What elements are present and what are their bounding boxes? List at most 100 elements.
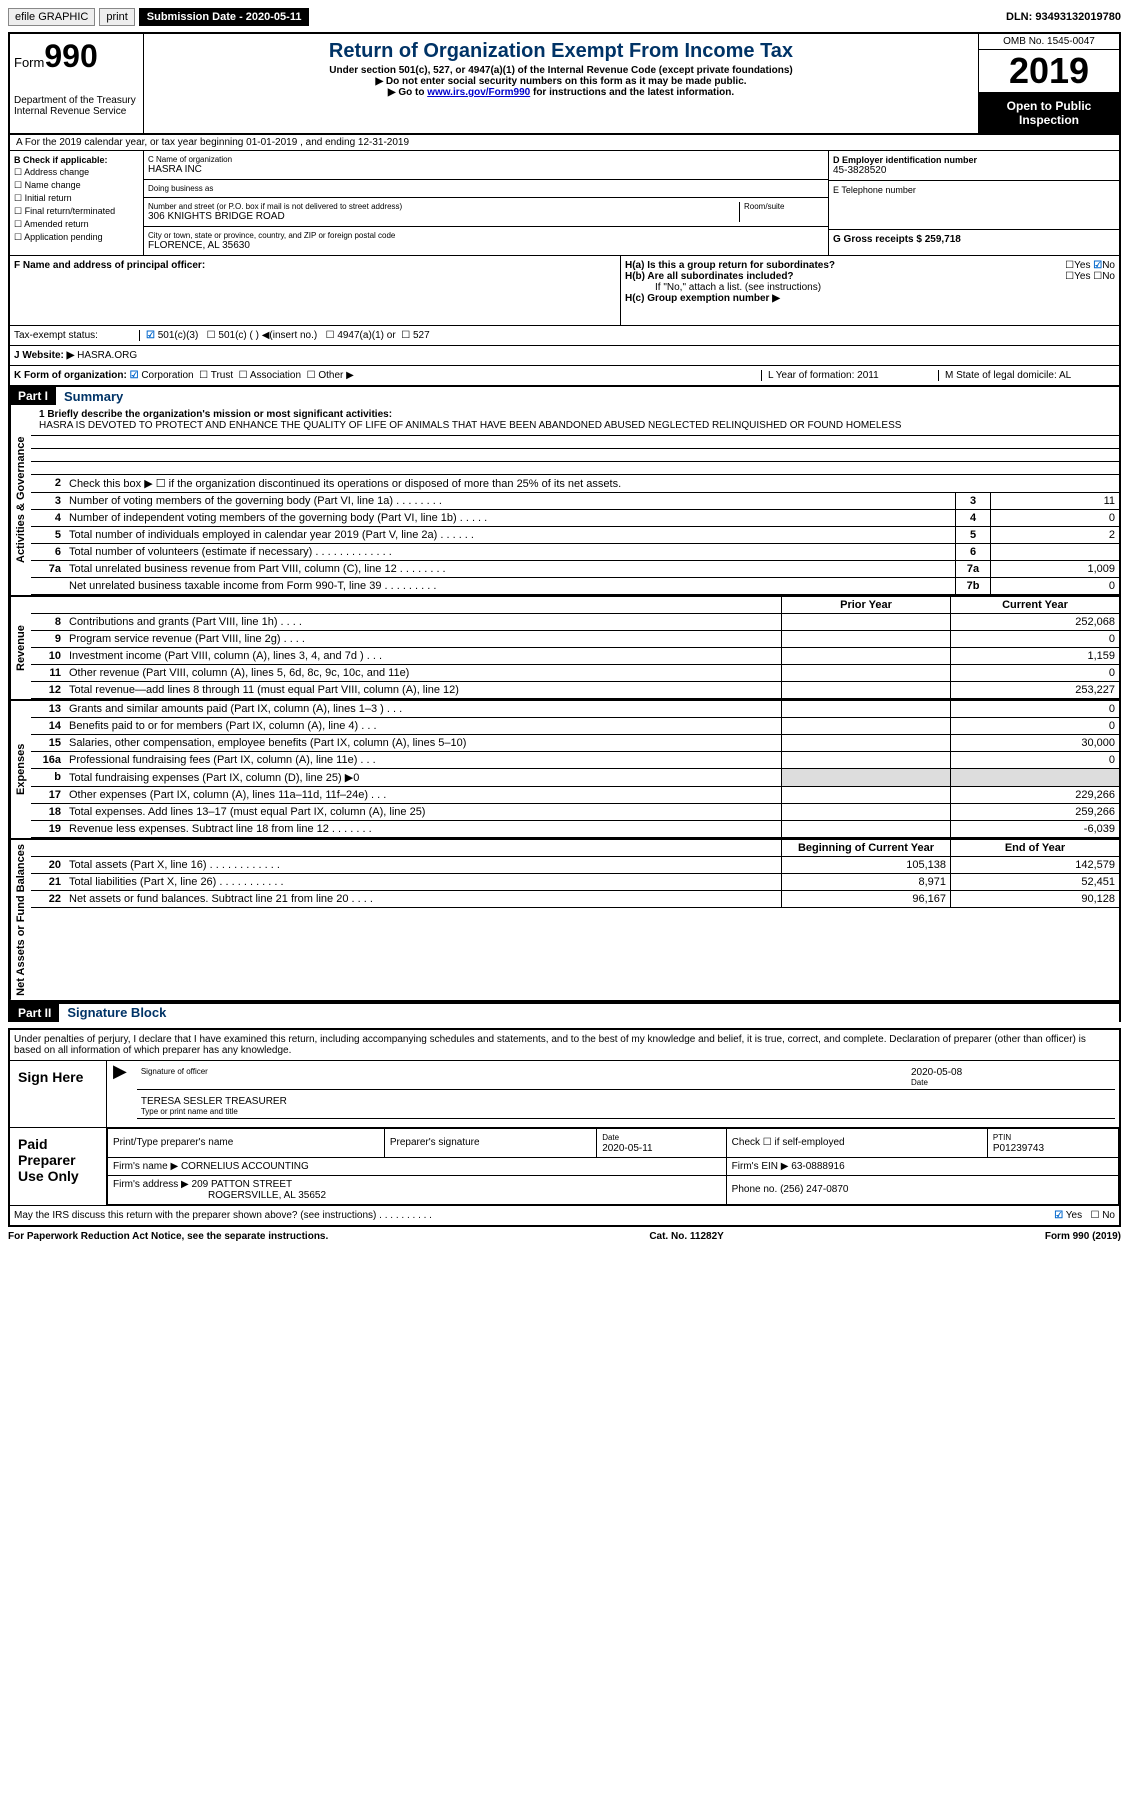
submission-date: Submission Date - 2020-05-11 (139, 8, 310, 26)
check-address-change[interactable]: ☐ Address change (14, 167, 139, 178)
omb-number: OMB No. 1545-0047 (979, 34, 1119, 50)
line-a: A For the 2019 calendar year, or tax yea… (10, 135, 1119, 151)
efile-label: efile GRAPHIC (8, 8, 95, 26)
activities-section: Activities & Governance 1 Briefly descri… (8, 405, 1121, 597)
line1-label: 1 Briefly describe the organization's mi… (39, 409, 392, 420)
part-1-summary: Part I Summary (8, 387, 1121, 405)
table-row: 5Total number of individuals employed in… (31, 527, 1119, 544)
org-name: HASRA INC (148, 164, 824, 175)
section-c: C Name of organization HASRA INC Doing b… (144, 151, 828, 255)
mission-text: HASRA IS DEVOTED TO PROTECT AND ENHANCE … (39, 420, 1111, 431)
side-activities: Activities & Governance (10, 405, 31, 595)
table-row: 3Number of voting members of the governi… (31, 493, 1119, 510)
arrow-icon: ▶ (107, 1061, 133, 1127)
check-initial-return[interactable]: ☐ Initial return (14, 193, 139, 204)
city-label: City or town, state or province, country… (148, 231, 824, 240)
tax-year: 2019 (979, 50, 1119, 93)
website-label: J Website: ▶ (14, 350, 74, 361)
check-name-change[interactable]: ☐ Name change (14, 180, 139, 191)
sign-here-label: Sign Here (10, 1061, 107, 1127)
print-button[interactable]: print (99, 8, 134, 26)
line-2: Check this box ▶ ☐ if the organization d… (65, 475, 1119, 492)
table-row: 7aTotal unrelated business revenue from … (31, 561, 1119, 578)
signature-block: Under penalties of perjury, I declare th… (8, 1028, 1121, 1227)
current-year-header: Current Year (950, 597, 1119, 613)
ein-label: D Employer identification number (833, 155, 1115, 165)
dln-number: DLN: 93493132019780 (1006, 11, 1121, 23)
line-k-label: K Form of organization: (14, 370, 127, 381)
table-row: 9Program service revenue (Part VIII, lin… (31, 631, 1119, 648)
side-revenue: Revenue (10, 597, 31, 699)
note-suffix: for instructions and the latest informat… (530, 87, 734, 98)
entity-info-section: A For the 2019 calendar year, or tax yea… (8, 135, 1121, 387)
firm-phone: (256) 247-0870 (780, 1184, 848, 1195)
tax-exempt-label: Tax-exempt status: (14, 330, 140, 341)
table-row: bTotal fundraising expenses (Part IX, co… (31, 769, 1119, 787)
part2-title: Signature Block (59, 1005, 166, 1020)
sig-officer-label: Signature of officer (141, 1067, 903, 1076)
prep-sig-col: Preparer's signature (384, 1128, 596, 1157)
form-title: Return of Organization Exempt From Incom… (148, 40, 974, 63)
check-pending[interactable]: ☐ Application pending (14, 232, 139, 243)
year-formation: L Year of formation: 2011 (761, 370, 938, 381)
gross-receipts: G Gross receipts $ 259,718 (833, 234, 1115, 245)
table-row: 21Total liabilities (Part X, line 26) . … (31, 874, 1119, 891)
table-row: 8Contributions and grants (Part VIII, li… (31, 614, 1119, 631)
check-amended[interactable]: ☐ Amended return (14, 219, 139, 230)
form-subtitle: Under section 501(c), 527, or 4947(a)(1)… (148, 65, 974, 76)
sig-date: 2020-05-08 (911, 1067, 962, 1078)
phone-label: E Telephone number (833, 185, 1115, 195)
preparer-table: Print/Type preparer's name Preparer's si… (107, 1128, 1119, 1205)
table-row: 20Total assets (Part X, line 16) . . . .… (31, 857, 1119, 874)
table-row: 13Grants and similar amounts paid (Part … (31, 701, 1119, 718)
website-value: HASRA.ORG (77, 350, 137, 361)
expenses-section: Expenses 13Grants and similar amounts pa… (8, 701, 1121, 840)
officer-label: F Name and address of principal officer: (14, 260, 616, 271)
org-name-label: C Name of organization (148, 155, 824, 164)
table-row: 19Revenue less expenses. Subtract line 1… (31, 821, 1119, 838)
form-ref: Form 990 (2019) (1045, 1231, 1121, 1242)
check-501c3[interactable]: ☑ (146, 330, 155, 341)
table-row: 17Other expenses (Part IX, column (A), l… (31, 787, 1119, 804)
department-label: Department of the Treasury Internal Reve… (14, 95, 139, 117)
h-c-label: H(c) Group exemption number ▶ (625, 293, 1115, 304)
table-row: 15Salaries, other compensation, employee… (31, 735, 1119, 752)
note-prefix: ▶ Go to (388, 87, 427, 98)
discuss-question: May the IRS discuss this return with the… (14, 1210, 1054, 1221)
penalty-statement: Under penalties of perjury, I declare th… (10, 1030, 1119, 1060)
firm-ein: 63-0888916 (791, 1161, 844, 1172)
table-row: 12Total revenue—add lines 8 through 11 (… (31, 682, 1119, 699)
section-b-label: B Check if applicable: (14, 155, 139, 165)
h-b-label: H(b) Are all subordinates included? ☐Yes… (625, 271, 1115, 282)
form-number: 990 (44, 38, 97, 74)
part1-header: Part I (10, 387, 56, 405)
side-net: Net Assets or Fund Balances (10, 840, 31, 1000)
form-header: Form990 Department of the Treasury Inter… (8, 32, 1121, 135)
part2-header: Part II (10, 1004, 59, 1022)
table-row: 10Investment income (Part VIII, column (… (31, 648, 1119, 665)
ein-value: 45-3828520 (833, 165, 1115, 176)
h-a-label: H(a) Is this a group return for subordin… (625, 260, 1115, 271)
instructions-link[interactable]: www.irs.gov/Form990 (427, 87, 530, 98)
revenue-section: Revenue Prior Year Current Year 8Contrib… (8, 597, 1121, 701)
page-footer: For Paperwork Reduction Act Notice, see … (8, 1231, 1121, 1242)
netassets-section: Net Assets or Fund Balances Beginning of… (8, 840, 1121, 1002)
signer-name: TERESA SESLER TREASURER (141, 1096, 287, 1107)
firm-name: CORNELIUS ACCOUNTING (181, 1161, 309, 1172)
state-domicile: M State of legal domicile: AL (938, 370, 1115, 381)
check-final-return[interactable]: ☐ Final return/terminated (14, 206, 139, 217)
part1-title: Summary (56, 389, 123, 404)
prep-date: 2020-05-11 (602, 1143, 652, 1154)
table-row: 22Net assets or fund balances. Subtract … (31, 891, 1119, 908)
section-b-checkboxes: B Check if applicable: ☐ Address change … (10, 151, 144, 255)
prior-year-header: Prior Year (781, 597, 950, 613)
room-label: Room/suite (744, 202, 824, 211)
section-de: D Employer identification number 45-3828… (828, 151, 1119, 255)
table-row: 16aProfessional fundraising fees (Part I… (31, 752, 1119, 769)
top-toolbar: efile GRAPHIC print Submission Date - 20… (8, 8, 1121, 26)
h-note: If "No," attach a list. (see instruction… (625, 282, 1115, 293)
catalog-number: Cat. No. 11282Y (649, 1231, 723, 1242)
self-employed-check[interactable]: Check ☐ if self-employed (726, 1128, 987, 1157)
paid-preparer-label: Paid Preparer Use Only (10, 1128, 107, 1205)
part-2-signature: Part II Signature Block (8, 1002, 1121, 1022)
